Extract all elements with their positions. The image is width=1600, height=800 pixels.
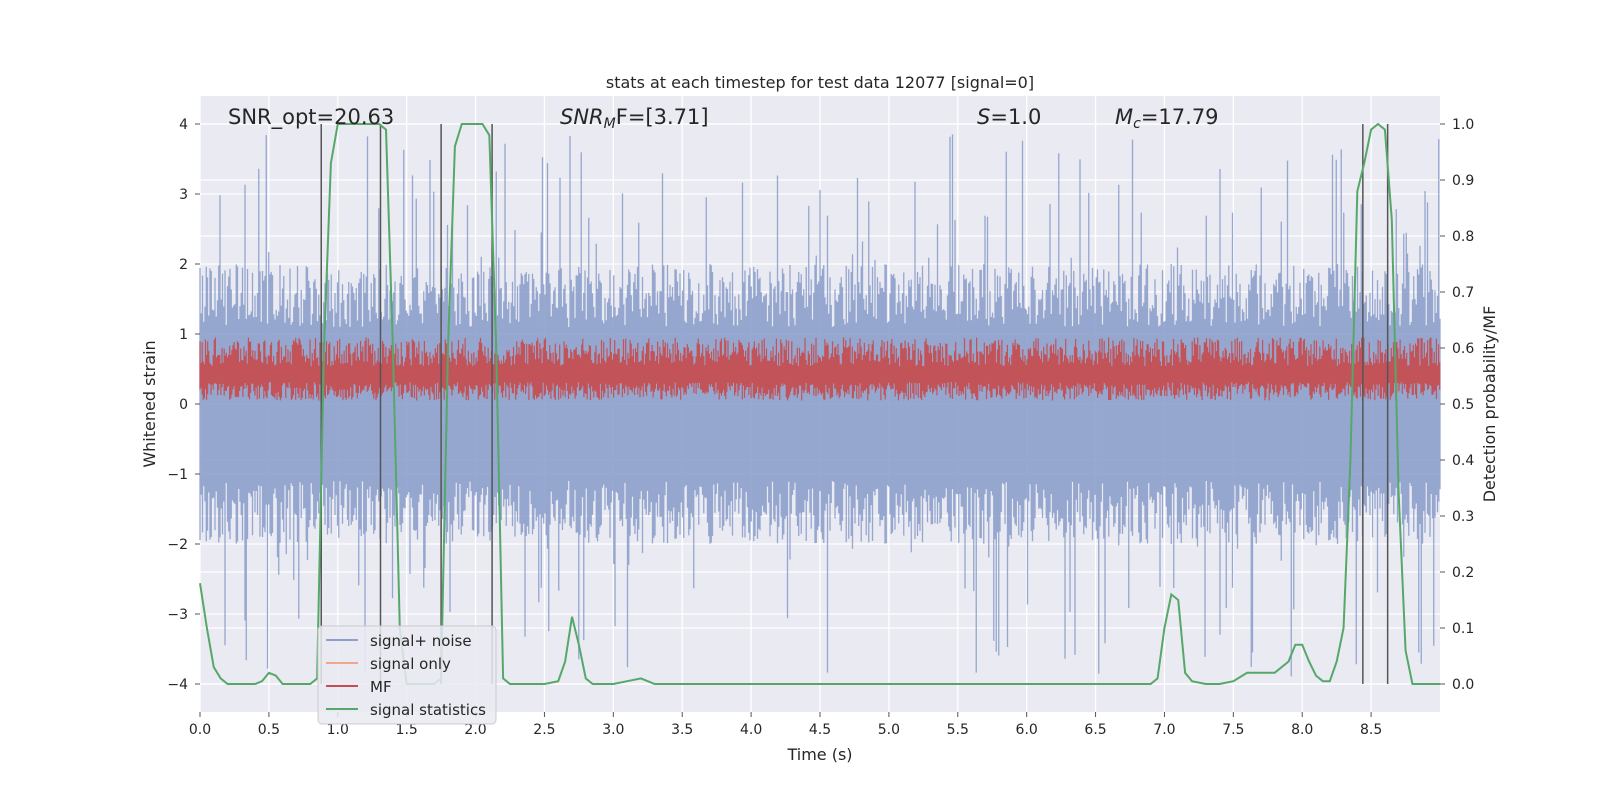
legend-label-signal-only: signal only	[370, 655, 451, 673]
y2-tick-label: 0.8	[1452, 229, 1474, 245]
signal-statistics-series	[199, 122, 1440, 685]
x-tick-label: 2.0	[464, 722, 486, 738]
y2-tick-label: 0.9	[1452, 173, 1474, 189]
y2-tick-label: 0.3	[1452, 509, 1474, 525]
annotation-s: S=1.0	[977, 105, 1041, 129]
x-tick-label: 1.5	[396, 722, 418, 738]
chart-title: stats at each timestep for test data 120…	[606, 73, 1034, 92]
legend-label-signal-statistics: signal statistics	[370, 701, 486, 719]
x-tick-label: 5.5	[947, 722, 969, 738]
legend-label-mf: MF	[370, 678, 392, 696]
legend: signal+ noise signal only MF signal stat…	[317, 625, 497, 725]
y2-tick-label: 0.7	[1452, 285, 1474, 301]
y2-tick-label: 0.2	[1452, 565, 1474, 581]
y2-tick-label: 0.5	[1452, 397, 1474, 413]
y-tick-label: 3	[179, 187, 188, 203]
y2-tick-label: 0.0	[1452, 677, 1474, 693]
vertical-markers	[320, 124, 1389, 684]
x-tick-label: 6.5	[1084, 722, 1106, 738]
x-tick-label: 3.0	[602, 722, 624, 738]
legend-label-signal-noise: signal+ noise	[370, 632, 472, 650]
annotation-mc: Mc=17.79	[1115, 105, 1219, 132]
annotation-snr-opt: SNR_opt=20.63	[228, 105, 394, 130]
y-tick-label: −4	[167, 677, 188, 693]
ticks: 0.0 0.5 1.0 1.5 2.0 2.5 3.0 3.5 4.0 4.5 5.0 5.5 6.0 6…	[167, 117, 1474, 738]
annotation-snr-mf: SNRMF=[3.71]	[560, 105, 709, 132]
y-tick-label: −2	[167, 537, 188, 553]
y-tick-label: 0	[179, 397, 188, 413]
x-tick-label: 1.0	[327, 722, 349, 738]
x-tick-label: 4.5	[809, 722, 831, 738]
y-axis-label: Whitened strain	[140, 340, 159, 467]
y-tick-label: 4	[179, 117, 188, 133]
signal-statistics-line	[199, 122, 1440, 685]
y2-tick-label: 0.4	[1452, 453, 1474, 469]
x-tick-label: 7.5	[1222, 722, 1244, 738]
y2-axis-label: Detection probability/MF	[1480, 306, 1499, 503]
mf-series	[199, 337, 1441, 401]
y-tick-label: 2	[179, 257, 188, 273]
x-axis-label: Time (s)	[786, 745, 852, 764]
y-tick-label: −3	[167, 607, 188, 623]
y2-tick-label: 0.1	[1452, 621, 1474, 637]
y2-tick-label: 1.0	[1452, 117, 1474, 133]
y2-tick-label: 0.6	[1452, 341, 1474, 357]
x-tick-label: 8.5	[1360, 722, 1382, 738]
x-tick-label: 0.5	[258, 722, 280, 738]
x-tick-label: 6.0	[1016, 722, 1038, 738]
legend-box	[317, 625, 497, 725]
x-tick-label: 5.0	[878, 722, 900, 738]
x-tick-label: 2.5	[533, 722, 555, 738]
x-tick-label: 7.0	[1153, 722, 1175, 738]
x-tick-label: 4.0	[740, 722, 762, 738]
x-tick-label: 3.5	[671, 722, 693, 738]
y-tick-label: −1	[167, 467, 188, 483]
x-tick-label: 0.0	[189, 722, 211, 738]
mf-trace	[199, 337, 1441, 401]
y-tick-label: 1	[179, 327, 188, 343]
x-tick-label: 8.0	[1291, 722, 1313, 738]
